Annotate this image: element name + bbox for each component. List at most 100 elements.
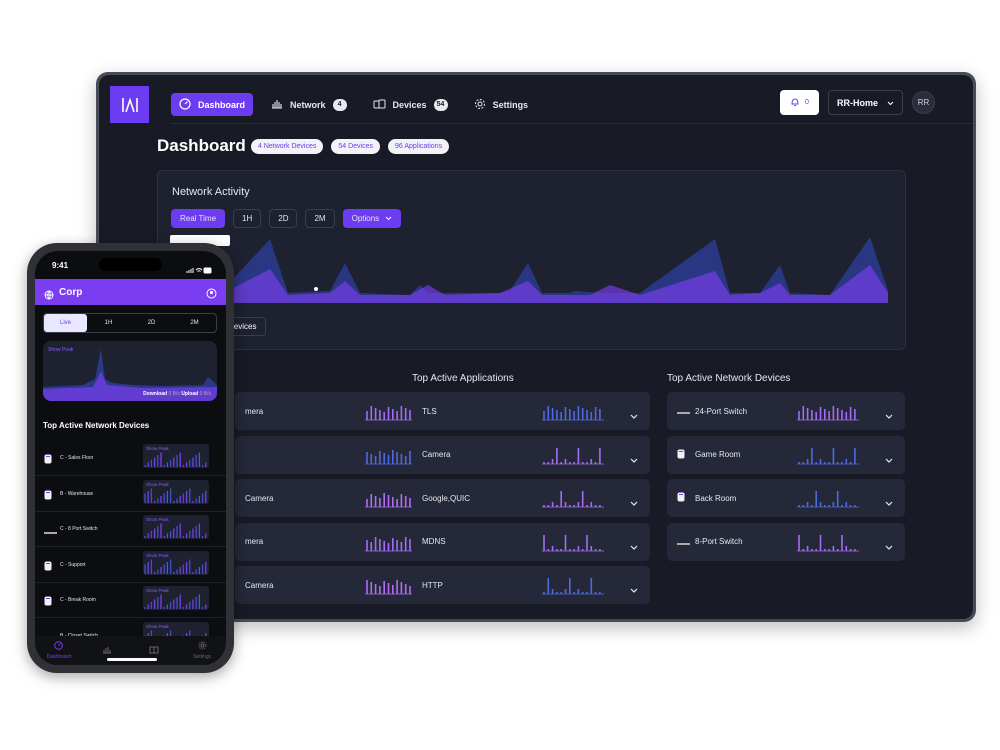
network-activity-panel: Network Activity Real Time 1H 2D 2M Opti… bbox=[157, 170, 906, 350]
device-item-sparkline bbox=[797, 487, 859, 509]
app-item-label: MDNS bbox=[422, 537, 446, 546]
app-item-sparkline bbox=[542, 400, 604, 422]
phone-device-label: C - Support bbox=[60, 561, 86, 568]
device-item-sparkline bbox=[797, 531, 859, 553]
notifications-button[interactable]: 0 bbox=[780, 90, 819, 115]
chevron-down-icon[interactable] bbox=[630, 493, 638, 511]
show-peak-link[interactable]: Show Peak bbox=[146, 481, 169, 487]
phone-throughput-legend: Download 0 B/s Upload 0 B/s bbox=[143, 391, 211, 397]
options-label: Options bbox=[351, 214, 380, 223]
legend-devices-label: Devices bbox=[228, 322, 257, 331]
app-item-card[interactable]: MDNS bbox=[412, 522, 650, 561]
phone-nav-network[interactable] bbox=[83, 636, 131, 665]
chevron-down-icon[interactable] bbox=[885, 493, 893, 511]
device-item-label: Back Room bbox=[695, 493, 737, 503]
app-item-label: Google,QUIC bbox=[422, 493, 471, 503]
timeframe-selector: Real Time 1H 2D 2M Options bbox=[171, 209, 402, 228]
left-item-label: mera bbox=[245, 406, 264, 416]
phone-nav-dashboard[interactable]: Dashboard bbox=[35, 636, 83, 665]
chevron-down-icon[interactable] bbox=[630, 537, 638, 555]
device-item-card[interactable]: Back Room bbox=[667, 479, 905, 517]
show-peak-link[interactable]: Show Peak bbox=[146, 552, 169, 558]
phone-tab-live[interactable]: Live bbox=[44, 314, 87, 332]
phone-nav-settings[interactable]: Settings bbox=[178, 636, 226, 665]
phone-device-row[interactable]: C - Support Show Peak bbox=[35, 547, 226, 583]
phone-device-label: B - Closet Switch bbox=[60, 633, 98, 639]
devices-chip[interactable]: 54 Devices bbox=[331, 139, 380, 154]
access-point-icon bbox=[677, 446, 685, 464]
phone-tab-2d[interactable]: 2D bbox=[147, 320, 156, 326]
app-item-card[interactable]: Google,QUIC bbox=[412, 479, 650, 517]
device-item-sparkline bbox=[797, 444, 859, 466]
chevron-down-icon[interactable] bbox=[885, 406, 893, 424]
device-item-card[interactable]: Game Room bbox=[667, 435, 905, 474]
status-time: 9:41 bbox=[52, 261, 69, 270]
nav-network[interactable]: Network 4 bbox=[263, 93, 355, 116]
avatar[interactable]: RR bbox=[912, 91, 935, 114]
device-item-card[interactable]: 8-Port Switch bbox=[667, 522, 905, 561]
chevron-down-icon[interactable] bbox=[885, 537, 893, 555]
phone-nav-devices[interactable] bbox=[131, 636, 179, 665]
network-count-badge: 4 bbox=[332, 98, 347, 111]
site-selector[interactable]: RR-Home bbox=[828, 90, 903, 115]
phone-org-name[interactable]: Corp bbox=[59, 286, 83, 298]
show-peak-link[interactable]: Show Peak bbox=[146, 623, 169, 629]
phone-device-row[interactable]: C - 8 Port Switch Show Peak bbox=[35, 511, 226, 547]
device-item-card[interactable]: 24-Port Switch bbox=[667, 392, 905, 430]
nav-settings[interactable]: Settings bbox=[466, 93, 537, 116]
app-logo[interactable] bbox=[110, 86, 149, 123]
timeframe-2m[interactable]: 2M bbox=[305, 209, 335, 228]
summary-chips: 4 Network Devices 54 Devices 96 Applicat… bbox=[251, 139, 450, 154]
chevron-down-icon[interactable] bbox=[630, 406, 638, 424]
phone-device-row[interactable]: C - Break Room Show Peak bbox=[35, 582, 226, 618]
app-item-label: Camera bbox=[422, 450, 451, 459]
left-item-label: mera bbox=[245, 537, 264, 546]
phone-device-row[interactable]: B - Warehouse Show Peak bbox=[35, 476, 226, 512]
timeframe-realtime[interactable]: Real Time bbox=[171, 209, 226, 228]
devices-column-title: Top Active Network Devices bbox=[667, 373, 791, 384]
app-item-sparkline bbox=[542, 574, 604, 596]
app-item-label: HTTP bbox=[422, 580, 443, 590]
apps-column-title: Top Active Applications bbox=[412, 373, 514, 384]
globe-icon[interactable] bbox=[44, 287, 54, 305]
phone-device-chart: Show Peak bbox=[143, 586, 209, 610]
dynamic-island bbox=[99, 258, 162, 271]
nav-dashboard[interactable]: Dashboard bbox=[171, 93, 254, 116]
devices-count-badge: 54 bbox=[433, 98, 448, 111]
access-point-icon bbox=[44, 487, 52, 505]
access-point-icon bbox=[44, 593, 52, 611]
desktop-monitor: Dashboard Network 4 Devices 54 Settings bbox=[96, 72, 976, 622]
switch-icon bbox=[44, 522, 57, 540]
show-peak-link[interactable]: Show Peak bbox=[146, 588, 169, 593]
phone-tab-1h[interactable]: 1H bbox=[104, 320, 113, 326]
left-item-label: Camera bbox=[245, 580, 274, 590]
options-button[interactable]: Options bbox=[342, 209, 402, 228]
top-navigation: Dashboard Network 4 Devices 54 Settings bbox=[171, 93, 536, 116]
chevron-down-icon bbox=[385, 214, 392, 223]
chevron-down-icon bbox=[887, 98, 894, 108]
chevron-down-icon[interactable] bbox=[885, 450, 893, 468]
phone-tab-2m[interactable]: 2M bbox=[190, 320, 199, 326]
user-circle-icon[interactable] bbox=[206, 286, 217, 304]
network-devices-chip[interactable]: 4 Network Devices bbox=[251, 139, 324, 154]
download-label: Download bbox=[143, 391, 168, 397]
phone-timeframe-tabs: Live 1H 2D 2M bbox=[43, 313, 217, 333]
show-peak-link[interactable]: Show Peak bbox=[48, 347, 74, 353]
app-item-card[interactable]: Camera bbox=[412, 435, 650, 474]
left-item-sparkline bbox=[365, 444, 427, 466]
phone-device-chart: Show Peak bbox=[143, 550, 209, 575]
nav-devices[interactable]: Devices 54 bbox=[365, 93, 456, 116]
chevron-down-icon[interactable] bbox=[630, 580, 638, 598]
device-item-sparkline bbox=[797, 400, 859, 422]
timeframe-2d[interactable]: 2D bbox=[269, 209, 298, 228]
show-peak-link[interactable]: Show Peak bbox=[146, 446, 169, 451]
app-item-card[interactable]: HTTP bbox=[412, 566, 650, 604]
chevron-down-icon[interactable] bbox=[630, 450, 638, 468]
access-point-icon bbox=[677, 489, 685, 507]
show-peak-link[interactable]: Show Peak bbox=[146, 517, 169, 522]
applications-chip[interactable]: 96 Applications bbox=[388, 139, 450, 154]
nav-network-label: Network bbox=[290, 99, 326, 110]
timeframe-1h[interactable]: 1H bbox=[233, 209, 262, 228]
app-item-card[interactable]: TLS bbox=[412, 392, 650, 430]
phone-device-row[interactable]: C - Sales Floor Show Peak bbox=[35, 440, 226, 476]
